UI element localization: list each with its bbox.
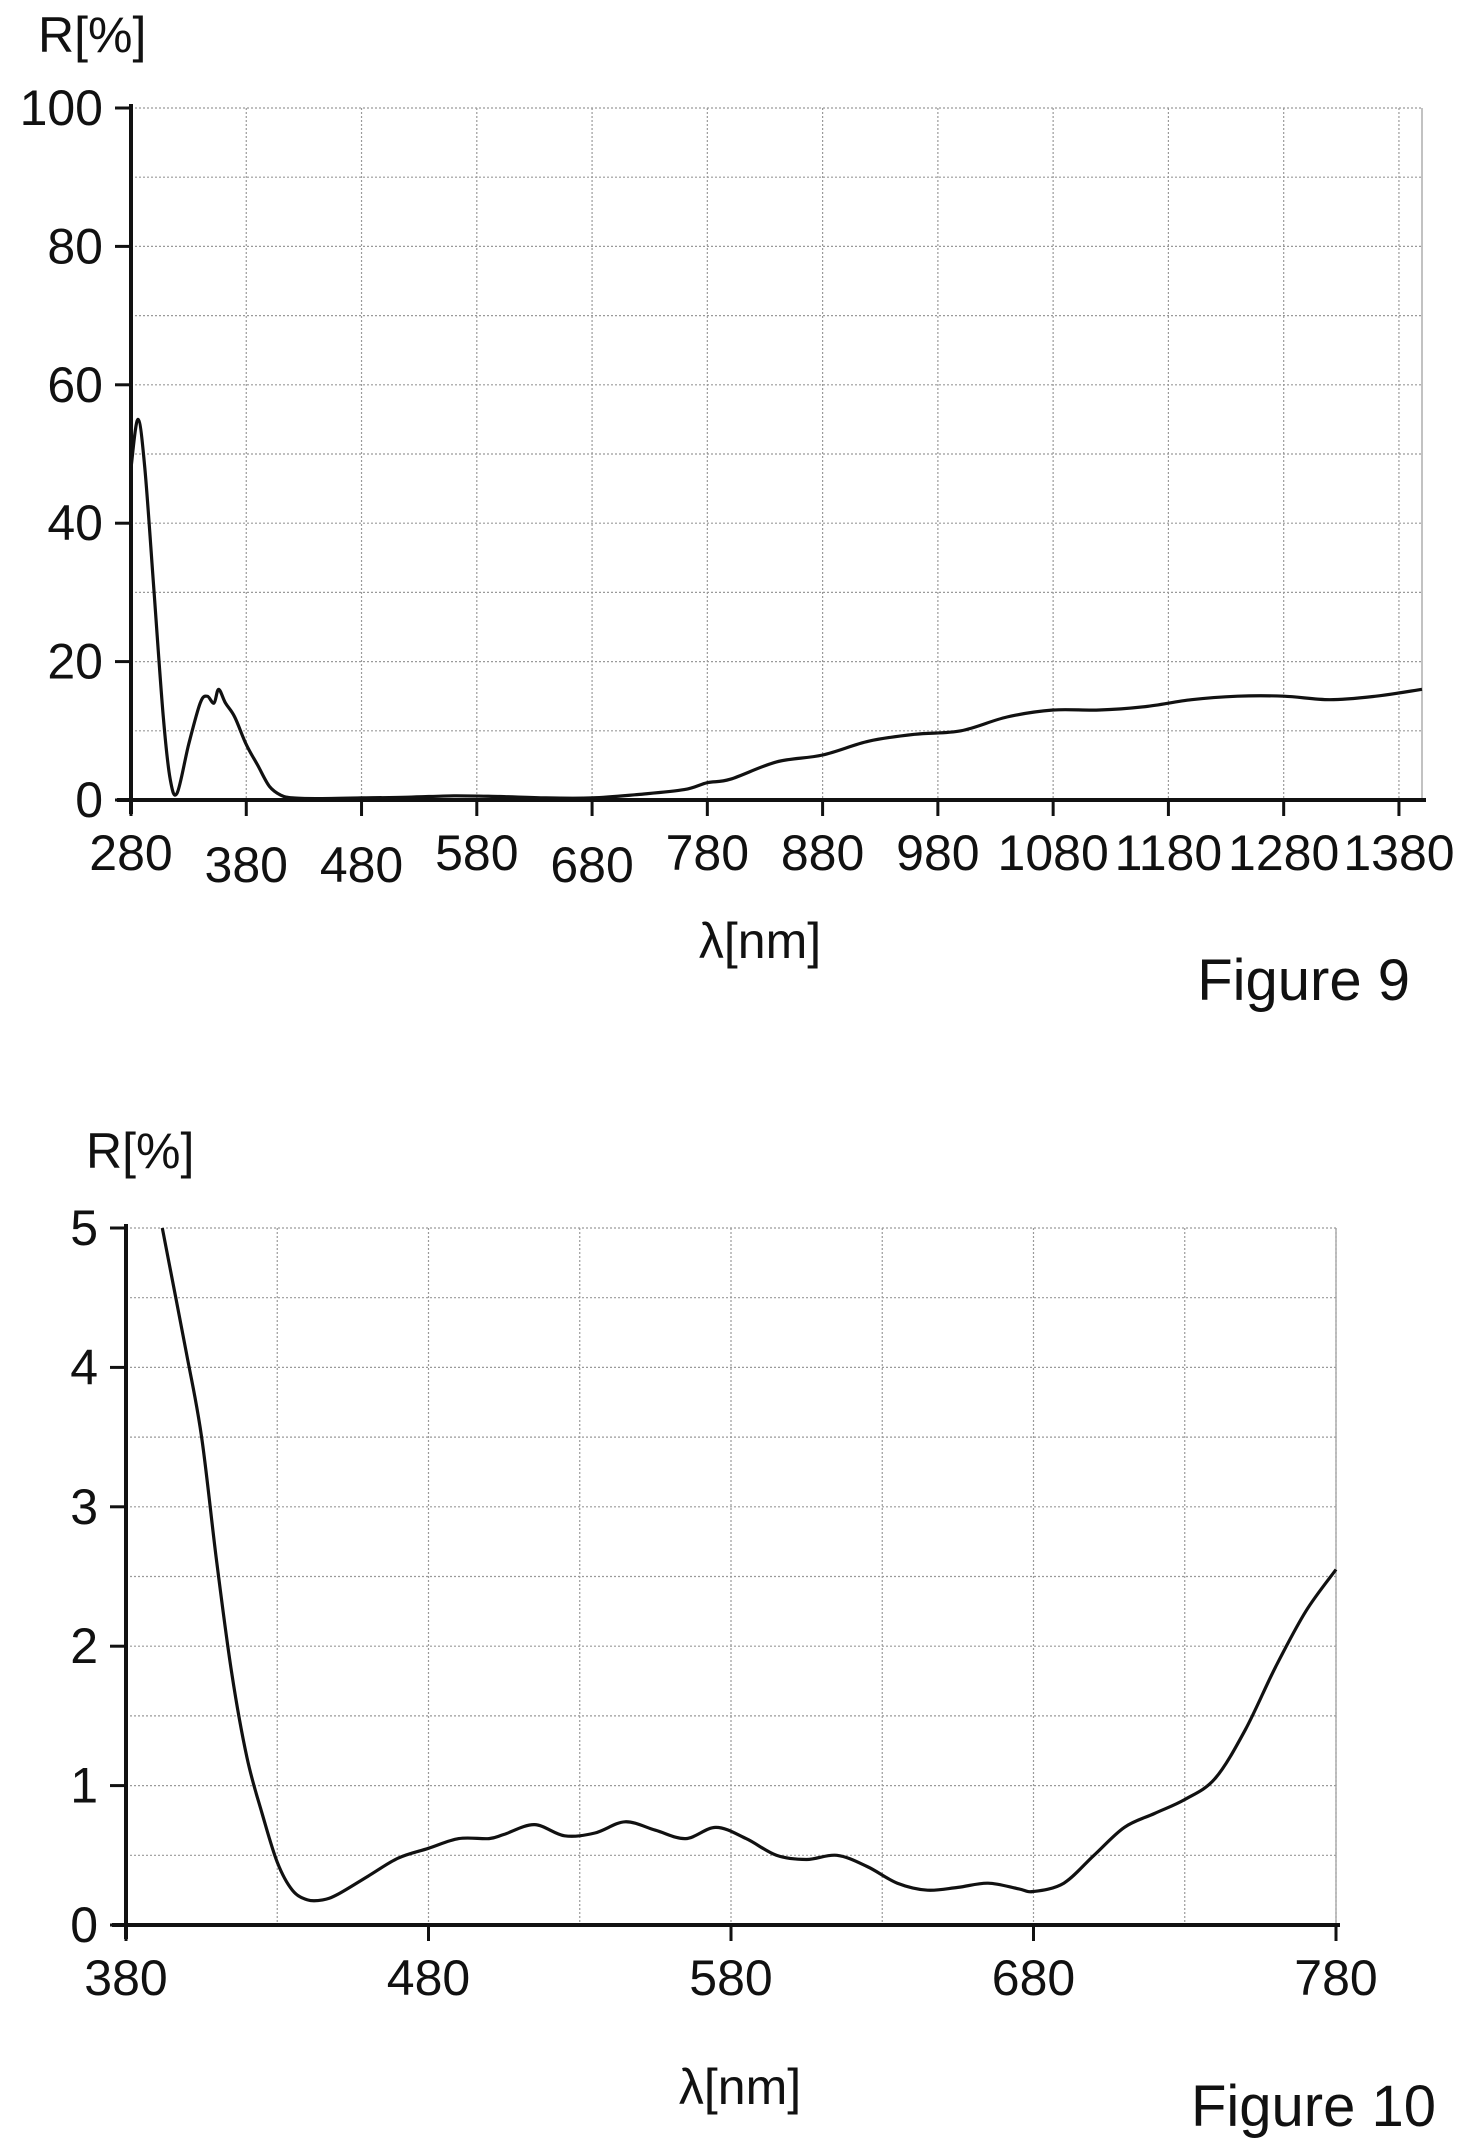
x-tick-label: 880 (781, 825, 864, 881)
x-axis-title: λ[nm] (679, 2059, 801, 2115)
x-tick-label: 380 (205, 837, 288, 893)
y-tick-label: 60 (47, 357, 103, 413)
x-tick-label: 980 (896, 825, 979, 881)
series-line (160, 1227, 1338, 1903)
figure-9-chart: 280 380 480 580 680 780 880 980 1080 1180 1280 1380… (20, 7, 1455, 1013)
x-tick-label: 480 (320, 837, 403, 893)
x-tick-label: 380 (84, 1950, 167, 2006)
y-tick-label: 1 (70, 1758, 98, 1814)
x-tick-label: 1080 (998, 825, 1109, 881)
y-tick-label: 40 (47, 495, 103, 551)
x-tick-label: 780 (666, 825, 749, 881)
x-tick-label: 280 (89, 825, 172, 881)
y-tick-label: 4 (70, 1339, 98, 1395)
y-axis-title: R[%] (86, 1123, 194, 1179)
x-tick-label: 680 (992, 1950, 1075, 2006)
x-tick-label: 580 (689, 1950, 772, 2006)
y-tick-label: 2 (70, 1618, 98, 1674)
grid (130, 107, 1423, 801)
x-tick-label: 1380 (1343, 825, 1454, 881)
x-tick-label: 680 (550, 837, 633, 893)
y-tick-label: 80 (47, 218, 103, 274)
figure-label: Figure 9 (1197, 948, 1410, 1013)
y-tick-label: 0 (75, 772, 103, 828)
x-axis-title: λ[nm] (699, 913, 821, 969)
x-tick-label: 1180 (1115, 825, 1223, 881)
series-line (129, 417, 1423, 801)
y-tick-label: 0 (70, 1897, 98, 1953)
figure-label: Figure 10 (1191, 2074, 1436, 2139)
grid (125, 1227, 1337, 1926)
x-tick-label: 580 (435, 825, 518, 881)
x-tick-label: 780 (1294, 1950, 1377, 2006)
y-axis-title: R[%] (38, 7, 146, 63)
figure-10-chart: 380 480 580 680 780 0 1 2 3 4 5 R[%] λ[nm] Figure 10 (70, 1123, 1436, 2139)
y-tick-label: 20 (47, 634, 103, 690)
y-tick-label: 3 (70, 1479, 98, 1535)
y-tick-label: 100 (20, 80, 103, 136)
y-tick-label: 5 (70, 1200, 98, 1256)
x-tick-label: 480 (387, 1950, 470, 2006)
x-tick-label: 1280 (1228, 825, 1339, 881)
